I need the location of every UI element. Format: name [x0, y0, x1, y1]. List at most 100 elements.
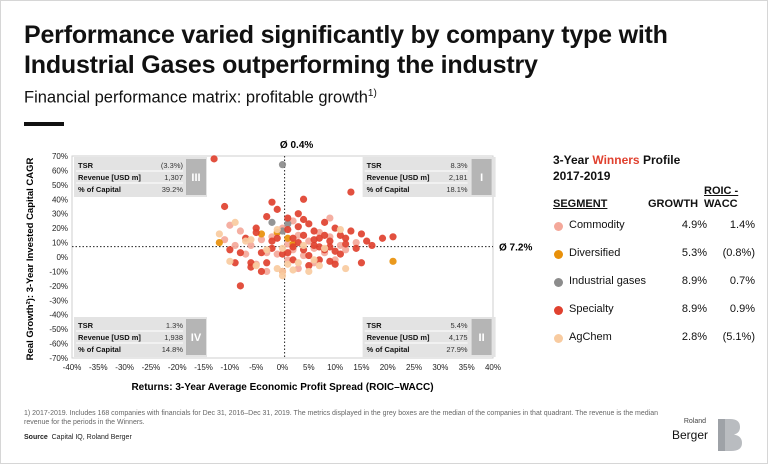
avg-y-label: Ø 7.2% [499, 243, 532, 254]
data-point [226, 246, 234, 254]
data-point [310, 227, 318, 235]
data-point [342, 246, 350, 254]
data-point [321, 244, 329, 252]
data-point [284, 260, 292, 268]
segment-roic-wacc: (0.8%) [722, 247, 755, 259]
quadrant-metric-label: % of Capital [78, 345, 121, 354]
data-point [294, 231, 302, 239]
data-point [273, 205, 281, 213]
winners-years: 2017-2019 [553, 169, 611, 183]
quadrant-label: III [191, 172, 200, 184]
data-point [273, 264, 281, 273]
winners-row: Commodity 4.9% 1.4% [553, 218, 758, 236]
x-tick-label: 0% [277, 363, 289, 372]
quadrant-metric-label: Revenue [USD m] [78, 333, 141, 342]
y-tick-label: -60% [49, 340, 68, 349]
data-point [263, 267, 271, 276]
y-tick-label: -10% [49, 267, 68, 276]
x-tick-label: -20% [168, 363, 187, 372]
winners-row: Industrial gases 8.9% 0.7% [553, 274, 758, 292]
quadrant-metric-value: 1,307 [164, 173, 183, 182]
y-tick-label: 20% [52, 224, 68, 233]
x-tick-label: 20% [380, 363, 396, 372]
data-point [326, 214, 334, 222]
quadrant-metric-label: Revenue [USD m] [78, 173, 141, 182]
data-point [342, 240, 350, 248]
quadrant-metric-label: % of Capital [367, 345, 410, 354]
source-line: Source Capital IQ, Roland Berger [24, 434, 132, 441]
segment-roic-wacc: 0.7% [729, 275, 755, 287]
data-point [299, 195, 308, 203]
source-text: Capital IQ, Roland Berger [51, 434, 132, 441]
data-point [252, 224, 260, 232]
x-tick-label: -30% [115, 363, 134, 372]
data-point [305, 220, 313, 228]
y-tick-label: -50% [49, 325, 68, 334]
data-point [284, 234, 292, 242]
data-point [378, 234, 387, 242]
data-point [352, 244, 360, 252]
subtitle-text: Financial performance matrix: profitable… [24, 88, 368, 107]
segment-name: AgChem [569, 331, 612, 343]
quadrant-metric-label: TSR [78, 321, 94, 330]
quadrant-label: I [480, 172, 483, 184]
data-point [215, 230, 223, 238]
data-point [289, 217, 297, 225]
data-point [336, 225, 344, 234]
data-point [347, 188, 355, 196]
data-point [336, 231, 344, 239]
data-point [331, 260, 339, 268]
data-point [289, 234, 297, 242]
quadrant-metric-label: Revenue [USD m] [367, 173, 430, 182]
y-tick-label: -30% [49, 296, 68, 305]
quadrant-metric-value: 5.4% [450, 321, 467, 330]
data-point [342, 264, 350, 273]
data-point [336, 250, 344, 258]
data-point [310, 256, 318, 264]
data-point [268, 198, 276, 206]
segment-roic-wacc: 0.9% [729, 303, 755, 315]
x-tick-label: 5% [303, 363, 315, 372]
winners-title: 3-Year Winners Profile 2017-2019 [553, 152, 680, 184]
data-point [226, 257, 234, 265]
data-point [299, 215, 308, 224]
segment-growth: 8.9% [681, 275, 707, 287]
data-point [273, 234, 281, 242]
data-point [210, 155, 218, 163]
y-axis-label: Real Growth²): 3-Year Invested Capital C… [25, 158, 36, 361]
y-tick-label: 60% [52, 166, 68, 175]
segment-roic-wacc: 1.4% [729, 219, 755, 231]
logo-mark-icon [718, 419, 742, 451]
x-axis-label: Returns: 3-Year Average Economic Profit … [131, 382, 433, 393]
data-point [273, 225, 281, 234]
data-point [263, 213, 271, 221]
segment-name: Specialty [569, 303, 614, 315]
x-tick-label: 25% [406, 363, 422, 372]
data-point [289, 243, 297, 251]
winners-row: Specialty 8.9% 0.9% [553, 302, 758, 320]
quadrant-metric-label: % of Capital [367, 185, 410, 194]
y-tick-label: 10% [52, 239, 68, 248]
data-point [326, 237, 334, 245]
segment-color-dot [554, 334, 563, 343]
quadrant-metric-value: 14.8% [162, 345, 184, 354]
data-point [389, 257, 397, 265]
data-point [247, 236, 255, 244]
data-point [284, 220, 292, 228]
col-growth-header: GROWTH [648, 198, 699, 210]
quadrant-metric-value: 39.2% [162, 185, 184, 194]
data-point [289, 256, 297, 264]
data-point [294, 210, 302, 218]
segment-color-dot [554, 222, 563, 231]
y-tick-label: 0% [56, 253, 68, 262]
y-tick-label: -40% [49, 311, 68, 320]
subtitle-footnote-mark: 1) [367, 88, 377, 99]
data-point [226, 221, 234, 229]
page-title: Performance varied significantly by comp… [24, 21, 668, 79]
segment-growth: 2.8% [681, 331, 707, 343]
logo-line1: Roland [683, 418, 706, 425]
data-point [389, 233, 397, 241]
data-point [268, 237, 276, 245]
quadrant-metric-value: 2,181 [449, 173, 468, 182]
data-point [352, 238, 360, 247]
